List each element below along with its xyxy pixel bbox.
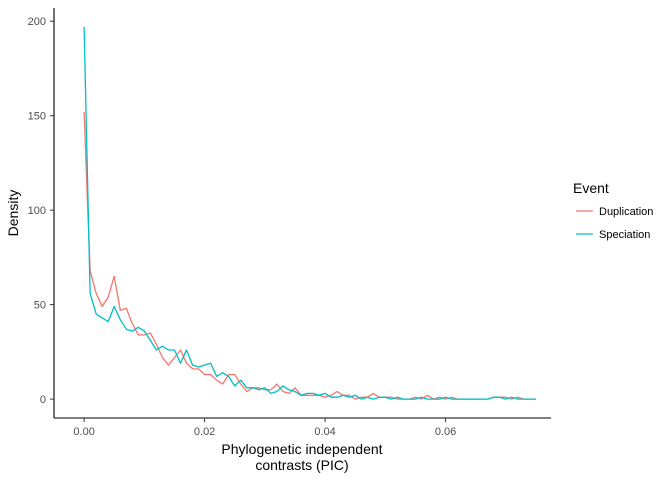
x-axis-title-line-2: contrasts (PIC) [255, 457, 348, 473]
series-line-speciation [83, 26, 536, 400]
x-tick-label: 0.06 [435, 426, 456, 438]
legend-title: Event [573, 180, 609, 196]
legend-item-speciation: Speciation [576, 229, 650, 241]
legend-label-duplication: Duplication [599, 206, 653, 218]
x-tick-label: 0.02 [194, 426, 215, 438]
y-axis-title: Density [5, 190, 21, 237]
legend-item-duplication: Duplication [576, 206, 653, 218]
y-tick-label: 50 [34, 300, 46, 312]
x-tick-label: 0.04 [314, 426, 335, 438]
legend-label-speciation: Speciation [599, 229, 650, 241]
y-tick-label: 200 [28, 16, 46, 28]
y-tick-label: 150 [28, 111, 46, 123]
y-tick-label: 100 [28, 205, 46, 217]
axes [53, 8, 551, 419]
y-tick-label: 0 [40, 394, 46, 406]
series-line-duplication [83, 111, 536, 400]
x-axis-title-line-1: Phylogenetic independent [221, 441, 382, 457]
ticks: 0.00 0.02 0.04 0.06 0 50 100 150 200 [28, 16, 457, 438]
plot-area [83, 26, 536, 400]
x-tick-label: 0.00 [73, 426, 94, 438]
legend: Event Duplication Speciation [573, 180, 653, 241]
